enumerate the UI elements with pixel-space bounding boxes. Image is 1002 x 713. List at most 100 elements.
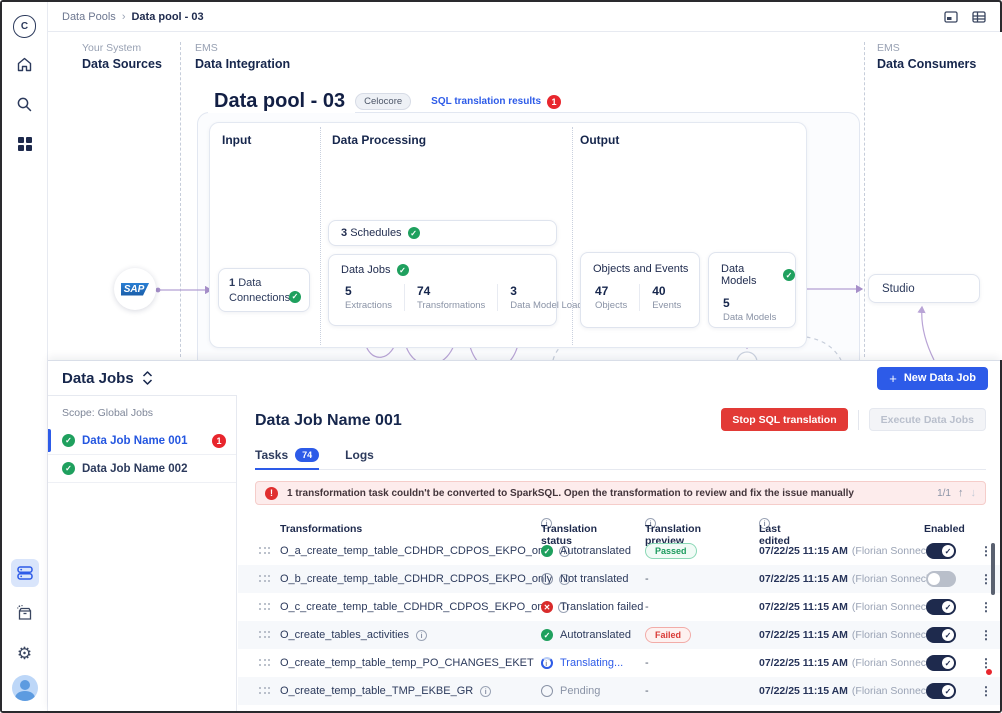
info-icon[interactable]: i — [416, 629, 428, 641]
scope-label: Scope: Global Jobs — [62, 407, 154, 419]
left-nav-rail: C ⚙ — [2, 2, 48, 711]
status-cell: ✓ Autotranslated — [541, 621, 631, 649]
info-icon[interactable]: i — [559, 573, 571, 585]
stat-data-models: 5 Data Models — [723, 296, 777, 323]
info-icon[interactable]: i — [558, 601, 570, 613]
data-integration-icon[interactable] — [10, 559, 39, 587]
table-row: O_a_create_temp_table_CDHDR_CDPOS_EKPO_o… — [238, 537, 1000, 565]
tab-tasks[interactable]: Tasks 74 — [255, 447, 320, 470]
data-connections-node[interactable]: 1 Data Connections ✓ — [218, 268, 310, 312]
section-input-label: Input — [222, 133, 252, 147]
status-failed-icon: ✕ — [541, 601, 553, 613]
job-item-002[interactable]: ✓ Data Job Name 002 — [48, 455, 236, 483]
sql-results-count-badge: 1 — [547, 94, 562, 109]
sparksql-warning-banner: ! 1 transformation task couldn't be conv… — [255, 481, 986, 505]
row-menu-icon[interactable]: ⋮ — [980, 572, 992, 586]
connections-check-icon: ✓ — [289, 291, 301, 303]
preview-cell: - — [645, 685, 649, 697]
data-models-node[interactable]: Data Models ✓ 5 Data Models — [708, 252, 796, 328]
enabled-toggle[interactable]: ✓ — [926, 627, 956, 643]
enabled-toggle[interactable]: ✓ — [926, 543, 956, 559]
status-cell: Not translated — [541, 565, 628, 593]
section-divider — [572, 127, 573, 345]
section-output-label: Output — [580, 133, 620, 147]
preview-cell: - — [645, 573, 649, 585]
status-not-translated-icon — [541, 573, 553, 585]
stat-transformations: 74 Transformations — [405, 284, 499, 311]
top-bar: Data Pools › Data pool - 03 — [48, 2, 1000, 32]
new-data-job-button[interactable]: + New Data Job — [877, 366, 988, 390]
info-icon[interactable]: i — [645, 518, 656, 529]
info-icon[interactable]: i — [559, 545, 571, 557]
status-pending-icon — [541, 685, 553, 697]
transformations-table: Transformations Translation status i Tran… — [238, 513, 1000, 711]
header-last-edited: Last edited i — [759, 518, 790, 547]
table-scrollbar[interactable] — [991, 543, 995, 595]
table-row: O_b_create_temp_table_CDHDR_CDPOS_EKPO_o… — [238, 565, 1000, 593]
job-item-001[interactable]: ✓ Data Job Name 001 1 — [48, 427, 236, 455]
stop-sql-translation-button[interactable]: Stop SQL translation — [721, 408, 848, 431]
enabled-toggle[interactable]: ✓ — [926, 599, 956, 615]
banner-message: 1 transformation task couldn't be conver… — [287, 487, 854, 499]
panel-title: Data Jobs — [62, 369, 134, 387]
job-detail-content: Data Job Name 001 Stop SQL translation E… — [238, 395, 1000, 711]
objects-events-node[interactable]: Objects and Events 47 Objects 40 Events — [580, 252, 700, 328]
drag-handle-icon[interactable] — [259, 621, 271, 649]
schedules-check-icon: ✓ — [407, 227, 420, 239]
schedules-node[interactable]: 3 Schedules ✓ — [328, 220, 557, 246]
table-row: O_create_temp_table_TMP_EKBE_GR i Pending… — [238, 677, 1000, 705]
preview-cell: Failed — [645, 621, 692, 649]
row-menu-icon[interactable]: ⋮ — [980, 684, 992, 698]
table-row: O_c_create_temp_table_CDHDR_CDPOS_EKPO_o… — [238, 593, 1000, 621]
row-menu-icon[interactable]: ⋮ — [980, 600, 992, 614]
sap-source-node[interactable]: SAP — [114, 268, 156, 310]
status-cell: ✓ Autotranslated — [541, 537, 631, 565]
search-icon[interactable] — [11, 90, 39, 118]
user-avatar[interactable] — [11, 675, 38, 701]
avatar-figure — [19, 680, 30, 690]
row-menu-icon[interactable]: ⋮ — [980, 544, 992, 558]
banner-pagination: 1/1 — [937, 487, 951, 499]
drag-handle-icon[interactable] — [259, 649, 271, 677]
marketplace-box-icon[interactable] — [11, 599, 39, 627]
preview-cell: Passed — [645, 537, 697, 565]
transformation-name: O_b_create_temp_table_CDHDR_CDPOS_EKPO_o… — [280, 573, 553, 585]
panel-view-icon[interactable] — [944, 10, 958, 24]
celonis-logo[interactable]: C — [13, 15, 36, 38]
transformation-name: O_create_temp_table_temp_PO_CHANGES_EKET — [280, 657, 534, 669]
drag-handle-icon[interactable] — [259, 677, 271, 705]
last-edited-cell: 07/22/25 11:15 AM (Florian Sonneck) — [759, 685, 935, 697]
panel-header: Data Jobs + New Data Job — [48, 361, 1000, 395]
studio-node[interactable]: Studio — [868, 274, 980, 303]
drag-handle-icon[interactable] — [259, 565, 271, 593]
stat-objects: 47 Objects — [593, 284, 641, 311]
drag-handle-icon[interactable] — [259, 593, 271, 621]
row-menu-icon[interactable]: ⋮ — [980, 628, 992, 642]
enabled-toggle[interactable] — [926, 571, 956, 587]
info-icon[interactable]: i — [480, 685, 492, 697]
info-icon[interactable]: i — [541, 518, 552, 529]
enabled-toggle[interactable]: ✓ — [926, 655, 956, 671]
execute-data-jobs-button[interactable]: Execute Data Jobs — [868, 408, 986, 431]
info-icon[interactable]: i — [759, 518, 770, 529]
prev-issue-arrow-icon[interactable]: ↑ — [958, 487, 964, 499]
next-issue-arrow-icon[interactable]: ↓ — [970, 487, 977, 499]
enabled-toggle[interactable]: ✓ — [926, 683, 956, 699]
settings-gear-icon[interactable]: ⚙ — [16, 643, 33, 663]
row-menu-icon[interactable]: ⋮ — [980, 656, 992, 670]
data-jobs-node[interactable]: Data Jobs ✓ 5 Extractions 74 Transformat… — [328, 254, 587, 326]
expand-collapse-icon[interactable] — [141, 370, 154, 386]
tab-logs[interactable]: Logs — [345, 448, 374, 462]
apps-grid-icon[interactable] — [11, 130, 39, 158]
status-cell: Translating... — [541, 649, 623, 677]
breadcrumb-data-pools[interactable]: Data Pools — [62, 10, 116, 23]
celocore-badge: Celocore — [355, 93, 412, 110]
job-detail-title: Data Job Name 001 — [255, 412, 402, 429]
status-translating-spinner-icon — [541, 657, 553, 669]
stat-data-model-loads: 3 Data Model Loads — [510, 284, 588, 311]
section-processing-label: Data Processing — [332, 133, 427, 147]
table-view-icon[interactable] — [972, 10, 986, 24]
drag-handle-icon[interactable] — [259, 537, 271, 565]
home-icon[interactable] — [11, 50, 39, 78]
sql-translation-results-link[interactable]: SQL translation results 1 — [425, 94, 568, 109]
